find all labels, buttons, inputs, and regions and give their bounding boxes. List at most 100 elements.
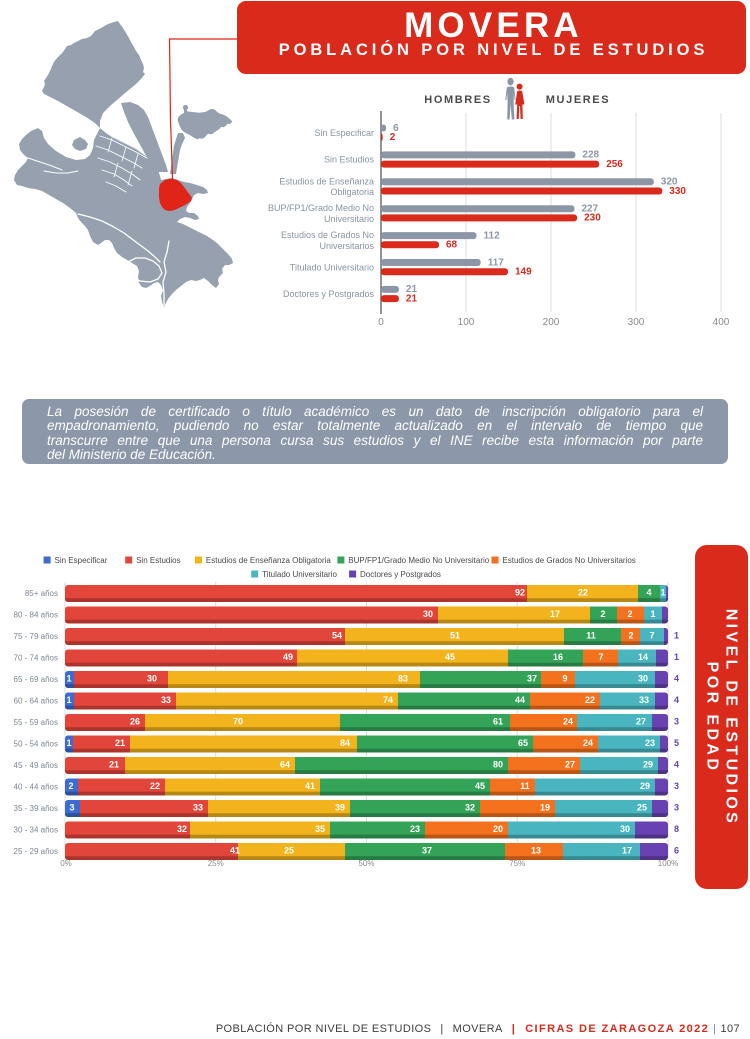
svg-text:2: 2	[390, 132, 396, 143]
svg-text:24: 24	[563, 717, 573, 727]
svg-text:4: 4	[646, 588, 651, 598]
svg-text:300: 300	[628, 317, 645, 328]
svg-text:51: 51	[450, 631, 460, 641]
svg-text:1: 1	[674, 631, 679, 641]
svg-text:60 - 64 años: 60 - 64 años	[14, 697, 58, 706]
svg-text:75%: 75%	[509, 859, 525, 868]
svg-text:112: 112	[484, 230, 501, 241]
svg-text:55 - 59 años: 55 - 59 años	[14, 718, 58, 727]
svg-text:200: 200	[543, 317, 560, 328]
svg-text:41: 41	[230, 846, 240, 856]
svg-text:330: 330	[669, 186, 686, 197]
svg-text:65 - 69 años: 65 - 69 años	[14, 675, 58, 684]
svg-text:17: 17	[550, 609, 560, 619]
svg-text:21: 21	[109, 760, 119, 770]
svg-text:256: 256	[606, 159, 623, 170]
svg-text:100%: 100%	[658, 859, 678, 868]
svg-text:149: 149	[515, 267, 532, 278]
svg-text:74: 74	[383, 695, 393, 705]
svg-text:14: 14	[638, 652, 648, 662]
svg-text:25 - 29 años: 25 - 29 años	[14, 847, 58, 856]
svg-text:2: 2	[68, 781, 73, 791]
svg-text:17: 17	[622, 846, 632, 856]
svg-text:75 - 79 años: 75 - 79 años	[14, 632, 58, 641]
svg-text:45: 45	[445, 652, 455, 662]
svg-text:80 - 84 años: 80 - 84 años	[14, 611, 58, 620]
svg-text:230: 230	[584, 213, 601, 224]
svg-text:27: 27	[636, 717, 646, 727]
svg-text:25%: 25%	[208, 859, 224, 868]
svg-text:37: 37	[422, 846, 432, 856]
svg-text:22: 22	[585, 695, 595, 705]
svg-text:39: 39	[335, 803, 345, 813]
svg-text:84: 84	[340, 738, 350, 748]
svg-text:13: 13	[531, 846, 541, 856]
svg-text:30: 30	[423, 609, 433, 619]
svg-text:41: 41	[305, 781, 315, 791]
svg-text:11: 11	[520, 781, 530, 791]
svg-text:1: 1	[66, 738, 71, 748]
svg-text:BUP/FP1/Grado Medio No: BUP/FP1/Grado Medio No	[268, 203, 374, 213]
svg-text:21: 21	[115, 738, 125, 748]
svg-text:6: 6	[393, 123, 399, 134]
svg-text:33: 33	[161, 695, 171, 705]
svg-text:Sin Especificar: Sin Especificar	[314, 128, 374, 138]
svg-text:1: 1	[674, 652, 679, 662]
svg-text:3: 3	[69, 803, 74, 813]
svg-text:100: 100	[458, 317, 475, 328]
svg-text:29: 29	[640, 781, 650, 791]
svg-text:22: 22	[578, 588, 588, 598]
svg-text:92: 92	[515, 588, 525, 598]
svg-text:227: 227	[582, 204, 599, 215]
svg-text:25: 25	[284, 846, 294, 856]
svg-text:64: 64	[280, 760, 290, 770]
svg-text:30 - 34 años: 30 - 34 años	[14, 826, 58, 835]
svg-text:4: 4	[674, 760, 679, 770]
svg-text:27: 27	[565, 760, 575, 770]
svg-text:33: 33	[639, 695, 649, 705]
svg-text:Sin Estudios: Sin Estudios	[136, 556, 180, 565]
svg-text:24: 24	[583, 738, 593, 748]
svg-text:Titulado Universitario: Titulado Universitario	[290, 262, 374, 272]
svg-text:5: 5	[674, 738, 679, 748]
svg-text:85+ años: 85+ años	[25, 589, 58, 598]
svg-text:320: 320	[661, 177, 678, 188]
svg-text:61: 61	[493, 717, 503, 727]
svg-text:45 - 49 años: 45 - 49 años	[14, 761, 58, 770]
svg-text:Sin Especificar: Sin Especificar	[55, 556, 108, 565]
svg-text:228: 228	[582, 150, 599, 161]
svg-text:45: 45	[475, 781, 485, 791]
svg-text:3: 3	[674, 803, 679, 813]
svg-text:23: 23	[410, 824, 420, 834]
svg-text:54: 54	[332, 631, 342, 641]
svg-text:70: 70	[233, 717, 243, 727]
svg-text:3: 3	[674, 717, 679, 727]
svg-text:BUP/FP1/Grado Medio No Univers: BUP/FP1/Grado Medio No Universitario	[348, 556, 489, 565]
svg-text:3: 3	[674, 781, 679, 791]
svg-text:32: 32	[465, 803, 475, 813]
svg-text:HOMBRES: HOMBRES	[424, 94, 491, 106]
svg-text:44: 44	[515, 695, 525, 705]
svg-text:Universitario: Universitario	[324, 214, 374, 224]
svg-text:83: 83	[398, 674, 408, 684]
svg-text:8: 8	[674, 824, 679, 834]
svg-text:0%: 0%	[60, 859, 72, 868]
svg-text:32: 32	[177, 824, 187, 834]
svg-text:23: 23	[645, 738, 655, 748]
svg-text:1: 1	[650, 609, 655, 619]
svg-text:68: 68	[446, 240, 458, 251]
svg-text:19: 19	[540, 803, 550, 813]
svg-text:37: 37	[527, 674, 537, 684]
svg-text:1: 1	[660, 588, 665, 598]
svg-text:7: 7	[649, 631, 654, 641]
svg-text:30: 30	[620, 824, 630, 834]
svg-text:1: 1	[66, 674, 71, 684]
svg-text:25: 25	[637, 803, 647, 813]
svg-text:Sin Estudios: Sin Estudios	[324, 155, 375, 165]
svg-text:MUJERES: MUJERES	[546, 94, 610, 106]
svg-text:2: 2	[627, 609, 632, 619]
svg-text:2: 2	[600, 609, 605, 619]
svg-text:Estudios de Enseñanza: Estudios de Enseñanza	[279, 176, 374, 186]
svg-text:30: 30	[638, 674, 648, 684]
svg-text:Obligatoria: Obligatoria	[330, 187, 374, 197]
